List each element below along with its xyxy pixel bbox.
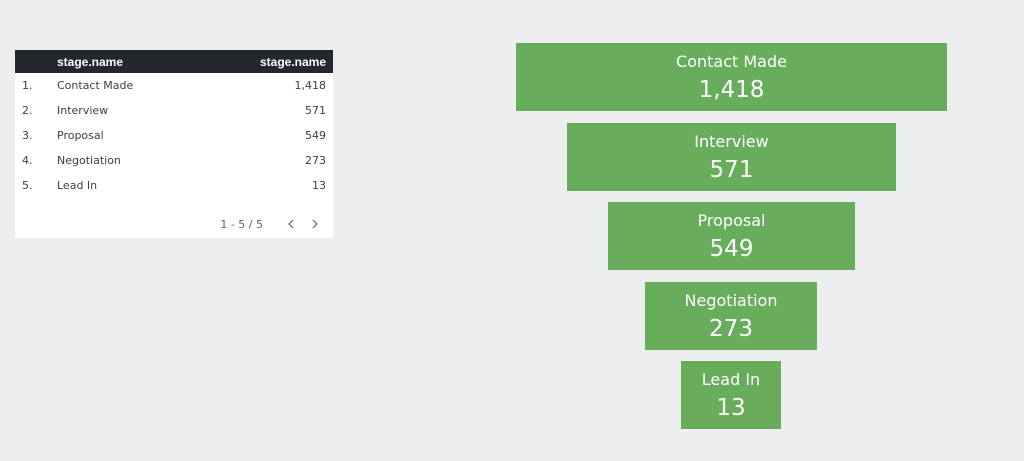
column-header-stage-count[interactable]: stage.name — [259, 55, 326, 69]
table-row: 4. Negotiation 273 — [15, 148, 333, 173]
pagination: 1 - 5 / 5 — [220, 214, 325, 234]
table-row: 3. Proposal 549 — [15, 123, 333, 148]
row-stage-count: 1,418 — [294, 79, 327, 92]
funnel-step-value: 13 — [716, 395, 746, 421]
funnel-step-value: 549 — [709, 236, 754, 262]
chevron-right-icon — [312, 219, 318, 229]
row-stage-count: 273 — [305, 154, 326, 167]
table-row: 5. Lead In 13 — [15, 173, 333, 198]
row-stage-count: 549 — [305, 129, 326, 142]
row-stage-count: 13 — [312, 179, 326, 192]
pagination-range: 1 - 5 / 5 — [220, 217, 263, 231]
funnel-step-label: Proposal — [697, 211, 766, 230]
chevron-left-icon — [288, 219, 294, 229]
funnel-step-contact-made[interactable]: Contact Made 1,418 — [516, 43, 947, 111]
row-index: 5. — [22, 179, 33, 192]
row-stage-name: Negotiation — [57, 154, 121, 167]
funnel-step-label: Contact Made — [676, 52, 787, 71]
row-stage-count: 571 — [305, 104, 326, 117]
funnel-step-negotiation[interactable]: Negotiation 273 — [645, 282, 817, 350]
stage-table: stage.name stage.name 1. Contact Made 1,… — [15, 50, 333, 238]
row-stage-name: Contact Made — [57, 79, 134, 92]
column-header-stage-name[interactable]: stage.name — [57, 55, 124, 69]
row-index: 2. — [22, 104, 33, 117]
row-stage-name: Interview — [57, 104, 109, 117]
row-stage-name: Lead In — [57, 179, 98, 192]
row-index: 3. — [22, 129, 33, 142]
funnel-step-interview[interactable]: Interview 571 — [567, 123, 896, 191]
row-index: 4. — [22, 154, 33, 167]
funnel-step-value: 571 — [709, 157, 754, 183]
table-header: stage.name stage.name — [15, 50, 333, 73]
funnel-step-value: 1,418 — [698, 77, 765, 103]
funnel-step-label: Negotiation — [684, 291, 778, 310]
table-body: 1. Contact Made 1,418 2. Interview 571 3… — [15, 73, 333, 198]
next-page-button[interactable] — [305, 214, 325, 234]
row-index: 1. — [22, 79, 33, 92]
funnel-step-label: Interview — [694, 132, 769, 151]
prev-page-button[interactable] — [281, 214, 301, 234]
funnel-step-label: Lead In — [701, 370, 761, 389]
table-row: 2. Interview 571 — [15, 98, 333, 123]
table-row: 1. Contact Made 1,418 — [15, 73, 333, 98]
row-stage-name: Proposal — [57, 129, 104, 142]
funnel-step-value: 273 — [709, 316, 753, 342]
funnel-step-lead-in[interactable]: Lead In 13 — [681, 361, 781, 429]
funnel-step-proposal[interactable]: Proposal 549 — [608, 202, 855, 270]
